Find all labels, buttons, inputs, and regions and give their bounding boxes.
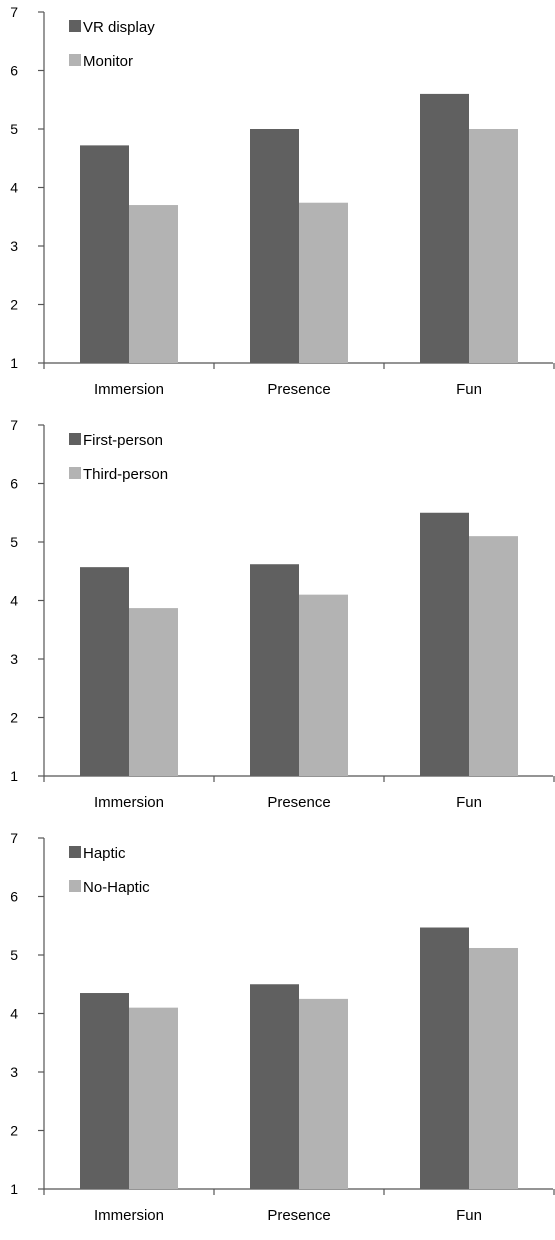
- legend-swatch: [69, 467, 81, 479]
- y-tick-label: 6: [10, 476, 18, 492]
- y-tick-label: 4: [10, 180, 18, 196]
- y-tick-label: 3: [10, 238, 18, 254]
- legend-label: No-Haptic: [83, 879, 150, 896]
- legend-label: Third-person: [83, 466, 168, 483]
- legend-swatch: [69, 846, 81, 858]
- bar-chart-perspective: 1 2 3 4 5 6 7 Immersion Presence Fun First-person T…: [10, 417, 555, 811]
- y-tick-label: 7: [10, 830, 18, 846]
- y-tick-label: 7: [10, 4, 18, 20]
- x-category-label: Fun: [456, 1207, 482, 1224]
- y-tick-label: 2: [10, 710, 18, 726]
- bar-series-1: [250, 984, 299, 1189]
- y-tick-label: 1: [10, 355, 18, 371]
- y-tick-label: 1: [10, 768, 18, 784]
- legend-swatch: [69, 54, 81, 66]
- x-category-label: Fun: [456, 794, 482, 811]
- legend-label: Monitor: [83, 53, 133, 70]
- y-tick-label: 6: [10, 63, 18, 79]
- x-category-label: Immersion: [94, 794, 164, 811]
- y-tick-label: 3: [10, 1064, 18, 1080]
- x-category-label: Fun: [456, 381, 482, 398]
- x-category-label: Presence: [267, 381, 330, 398]
- legend-swatch: [69, 433, 81, 445]
- bar-series-1: [80, 145, 129, 363]
- bar-chart-haptic: 1 2 3 4 5 6 7 Immersion Presence Fun Haptic No-Hapt…: [10, 830, 555, 1224]
- legend-label: Haptic: [83, 845, 126, 862]
- y-tick-label: 5: [10, 121, 18, 137]
- y-tick-label: 2: [10, 297, 18, 313]
- y-tick-label: 4: [10, 593, 18, 609]
- bar-series-1: [80, 567, 129, 776]
- y-tick-label: 6: [10, 889, 18, 905]
- bar-chart-display: 1 2 3 4 5 6 7 Immersion Presence Fun VR display Mon…: [10, 4, 555, 398]
- legend-label: First-person: [83, 432, 163, 449]
- x-category-label: Immersion: [94, 1207, 164, 1224]
- bar-series-1: [420, 927, 469, 1189]
- bar-series-1: [80, 993, 129, 1189]
- bar-series-2: [299, 202, 348, 363]
- x-category-label: Immersion: [94, 381, 164, 398]
- y-tick-label: 4: [10, 1006, 18, 1022]
- y-tick-label: 7: [10, 417, 18, 433]
- x-category-label: Presence: [267, 794, 330, 811]
- y-tick-label: 1: [10, 1181, 18, 1197]
- bar-series-2: [129, 1007, 178, 1189]
- y-tick-label: 5: [10, 947, 18, 963]
- y-tick-label: 3: [10, 651, 18, 667]
- bar-series-2: [129, 608, 178, 776]
- bar-series-2: [469, 536, 518, 776]
- bar-series-2: [469, 129, 518, 363]
- bar-series-2: [299, 998, 348, 1189]
- bar-series-1: [250, 564, 299, 776]
- bar-series-1: [420, 512, 469, 776]
- y-tick-label: 5: [10, 534, 18, 550]
- bar-series-2: [129, 205, 178, 363]
- y-tick-label: 2: [10, 1123, 18, 1139]
- x-category-label: Presence: [267, 1207, 330, 1224]
- bar-series-1: [250, 129, 299, 363]
- bar-series-2: [299, 594, 348, 776]
- legend-swatch: [69, 20, 81, 32]
- legend-label: VR display: [83, 19, 155, 36]
- legend-swatch: [69, 880, 81, 892]
- bar-series-1: [420, 93, 469, 364]
- bar-series-2: [469, 947, 518, 1189]
